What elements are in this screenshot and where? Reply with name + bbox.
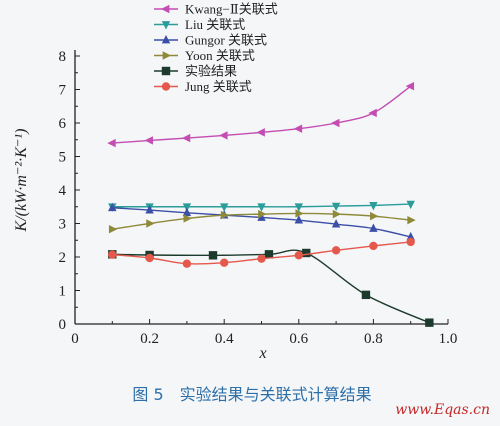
legend-label: 实验结果	[185, 64, 237, 79]
legend-item-0: Kwang−Ⅱ关联式	[154, 2, 278, 17]
data-point	[108, 250, 117, 259]
data-point	[331, 118, 340, 128]
legend-label: Kwang−Ⅱ关联式	[185, 2, 278, 17]
x-axis-label: x	[258, 345, 266, 362]
data-point	[144, 136, 153, 145]
legend-marker	[162, 51, 171, 60]
watermark-text: www.Eqas.cn	[395, 402, 490, 418]
data-point	[295, 209, 304, 218]
series-4	[108, 248, 434, 327]
data-point	[361, 290, 371, 300]
series-layer	[107, 81, 434, 327]
legend-item-1: Liu 关联式	[154, 17, 245, 32]
legend-marker	[161, 35, 171, 44]
series-0	[107, 81, 415, 148]
legend-marker	[161, 66, 171, 76]
y-tick-label: 2	[59, 250, 67, 266]
legend-label: Gungor 关联式	[185, 33, 267, 48]
data-point	[331, 246, 341, 255]
data-point	[294, 203, 303, 212]
data-point	[220, 203, 229, 212]
data-point	[220, 258, 229, 267]
y-axis-label: K/(kW·m⁻²·K⁻¹)	[13, 129, 30, 233]
legend-item-4: 实验结果	[154, 64, 237, 79]
data-point	[182, 207, 192, 217]
legend-label: Liu 关联式	[185, 17, 245, 32]
x-tick-label: 0.8	[364, 331, 383, 347]
data-point	[145, 205, 154, 214]
series-3	[108, 209, 416, 234]
y-tick-label: 8	[59, 49, 67, 65]
legend-label: Yoon 关联式	[185, 48, 255, 63]
data-point	[257, 254, 266, 263]
data-point	[264, 250, 274, 259]
data-point	[146, 219, 155, 228]
data-point	[294, 215, 303, 224]
y-tick-label: 3	[59, 217, 67, 233]
data-point	[405, 81, 415, 91]
data-point	[183, 214, 192, 223]
data-point	[294, 251, 303, 260]
data-point	[258, 209, 267, 219]
figure-caption: 图 5 实验结果与关联式计算结果	[132, 385, 371, 404]
y-tick-label: 7	[59, 83, 67, 99]
y-tick-label: 4	[59, 183, 67, 199]
data-point	[256, 128, 265, 137]
y-tick-label: 1	[59, 284, 67, 300]
data-point	[369, 202, 378, 211]
data-point	[182, 203, 192, 212]
x-tick-label: 1.0	[439, 331, 458, 347]
data-point	[182, 259, 192, 268]
legend-marker	[161, 21, 171, 30]
series-5	[108, 237, 415, 268]
data-point	[293, 124, 303, 133]
data-point	[220, 210, 230, 220]
legend-item-3: Yoon 关联式	[154, 48, 255, 63]
data-point	[219, 131, 228, 140]
data-point	[145, 253, 154, 263]
legend-label: Jung 关联式	[185, 79, 252, 94]
data-point	[331, 219, 341, 228]
legend-marker	[161, 82, 171, 91]
legend-marker	[161, 4, 170, 14]
x-tick-label: 0.4	[215, 331, 234, 347]
data-point	[208, 251, 218, 260]
data-point	[257, 212, 266, 221]
data-point	[108, 224, 118, 234]
data-point	[406, 237, 415, 247]
x-tick-label: 0	[71, 331, 79, 347]
data-point	[107, 138, 116, 148]
legend-item-5: Jung 关联式	[154, 79, 252, 94]
data-point	[406, 200, 415, 210]
data-point	[331, 202, 341, 212]
data-point	[425, 318, 434, 327]
data-point	[368, 108, 377, 118]
legend-item-2: Gungor 关联式	[154, 33, 267, 48]
x-tick-label: 0.6	[289, 331, 308, 347]
y-tick-label: 0	[59, 317, 67, 333]
data-point	[257, 203, 266, 212]
series-line	[112, 249, 430, 324]
data-point	[302, 248, 311, 258]
y-tick-label: 6	[59, 116, 67, 132]
data-point	[181, 133, 191, 143]
data-point	[332, 209, 342, 219]
series-1	[108, 200, 415, 212]
data-point	[407, 215, 416, 225]
tick-labels: 0 0.2 0.4 0.6 0.8 1.0 0 1 2 3 4 5 6 7 8	[59, 49, 458, 347]
y-tick-label: 5	[59, 150, 67, 166]
data-point	[406, 231, 415, 241]
axes	[74, 50, 449, 325]
data-point	[369, 241, 378, 251]
x-tick-label: 0.2	[140, 331, 159, 347]
data-point	[370, 211, 379, 221]
data-point	[108, 202, 117, 212]
data-point	[369, 223, 378, 232]
